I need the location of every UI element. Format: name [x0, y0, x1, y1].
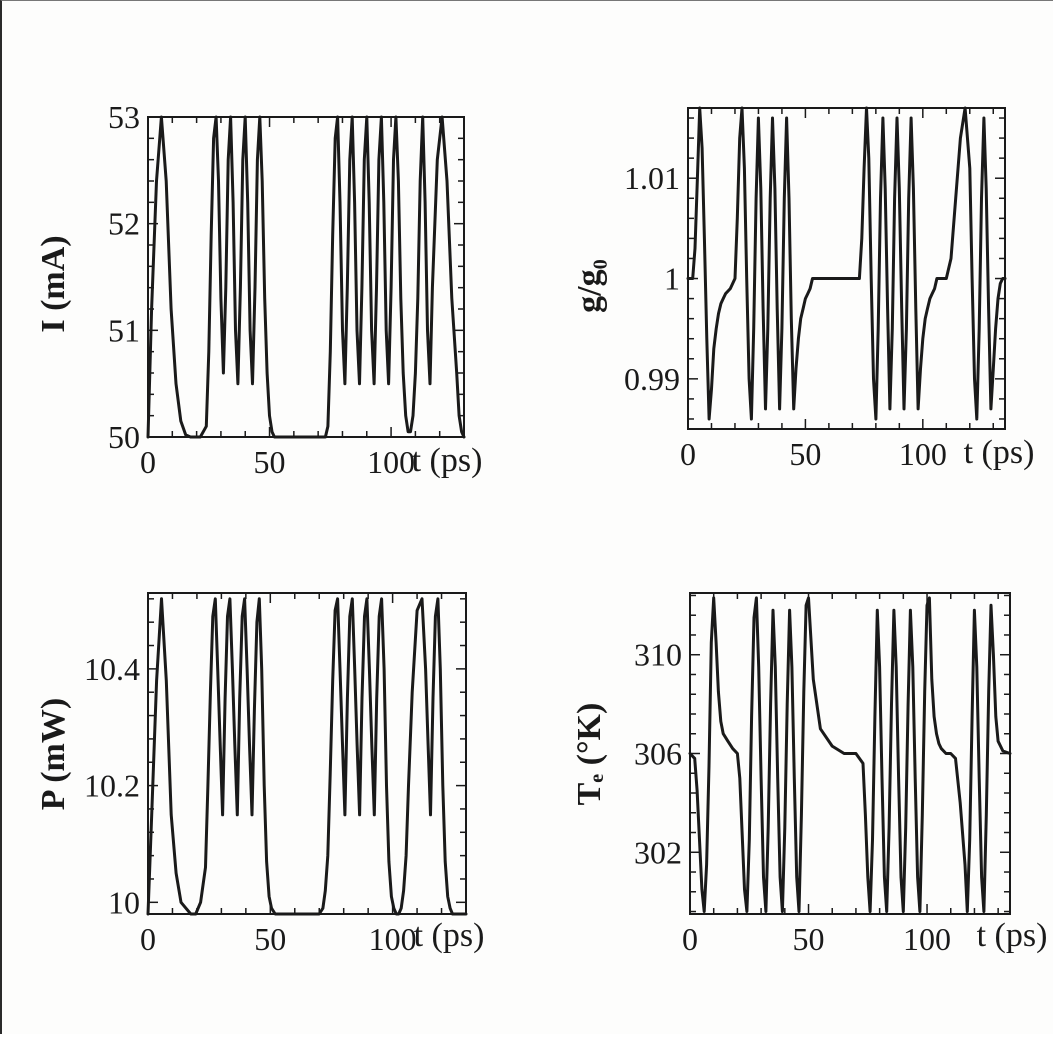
x-axis-label: t (ps)	[964, 434, 1035, 471]
y-tick-label: 10.4	[84, 651, 140, 687]
y-tick-label: 310	[634, 637, 682, 673]
x-tick-label: 50	[793, 921, 825, 957]
y-tick-label: 302	[634, 834, 682, 870]
x-axis-label: t (ps)	[977, 917, 1048, 954]
y-tick-label: 10	[108, 884, 140, 920]
y-tick-label: 1	[664, 261, 680, 297]
y-axis-label: P (mW)	[35, 698, 72, 810]
chart-power: 0 50 100 10 10.2 10.4 t (ps) P (mW)	[35, 592, 485, 957]
y-axis-label: g/g₀	[571, 259, 608, 313]
chart-gain: 0 50 100 0.99 1 1.01 t (ps) g/g₀	[571, 106, 1035, 472]
plot-frame	[147, 116, 465, 438]
x-tick-label: 100	[367, 444, 415, 480]
x-tick-label: 0	[680, 436, 696, 472]
x-tick-label: 0	[140, 444, 156, 480]
y-tick-label: 50	[108, 419, 140, 455]
series-line-gain	[686, 106, 1007, 421]
x-tick-label: 50	[254, 921, 286, 957]
y-tick-label: 52	[108, 206, 140, 242]
x-tick-label: 50	[254, 444, 286, 480]
series-line-power	[146, 597, 468, 916]
chart-temperature: 0 50 100 302 306 310 t (ps) Tₑ (°K)	[571, 592, 1048, 957]
y-tick-label: 53	[108, 99, 140, 135]
y-tick-label: 10.2	[84, 768, 140, 804]
x-tick-label: 100	[903, 921, 951, 957]
series-line-temperature	[688, 596, 1012, 913]
y-tick-label: 51	[108, 312, 140, 348]
plot-frame	[687, 107, 1006, 430]
x-axis-label: t (ps)	[412, 442, 483, 479]
y-tick-label: 306	[634, 736, 682, 772]
x-tick-label: 0	[682, 921, 698, 957]
y-axis-label: I (mA)	[35, 235, 72, 332]
y-tick-label: 1.01	[624, 160, 680, 196]
y-tick-label: 0.99	[624, 361, 680, 397]
x-tick-label: 0	[140, 921, 156, 957]
x-axis-label: t (ps)	[414, 917, 485, 954]
x-tick-label: 100	[369, 921, 417, 957]
y-axis-label: Tₑ (°K)	[571, 703, 608, 806]
plot-frame	[147, 592, 467, 915]
x-tick-label: 100	[899, 436, 947, 472]
x-tick-label: 50	[789, 436, 821, 472]
series-line-current	[146, 115, 466, 439]
